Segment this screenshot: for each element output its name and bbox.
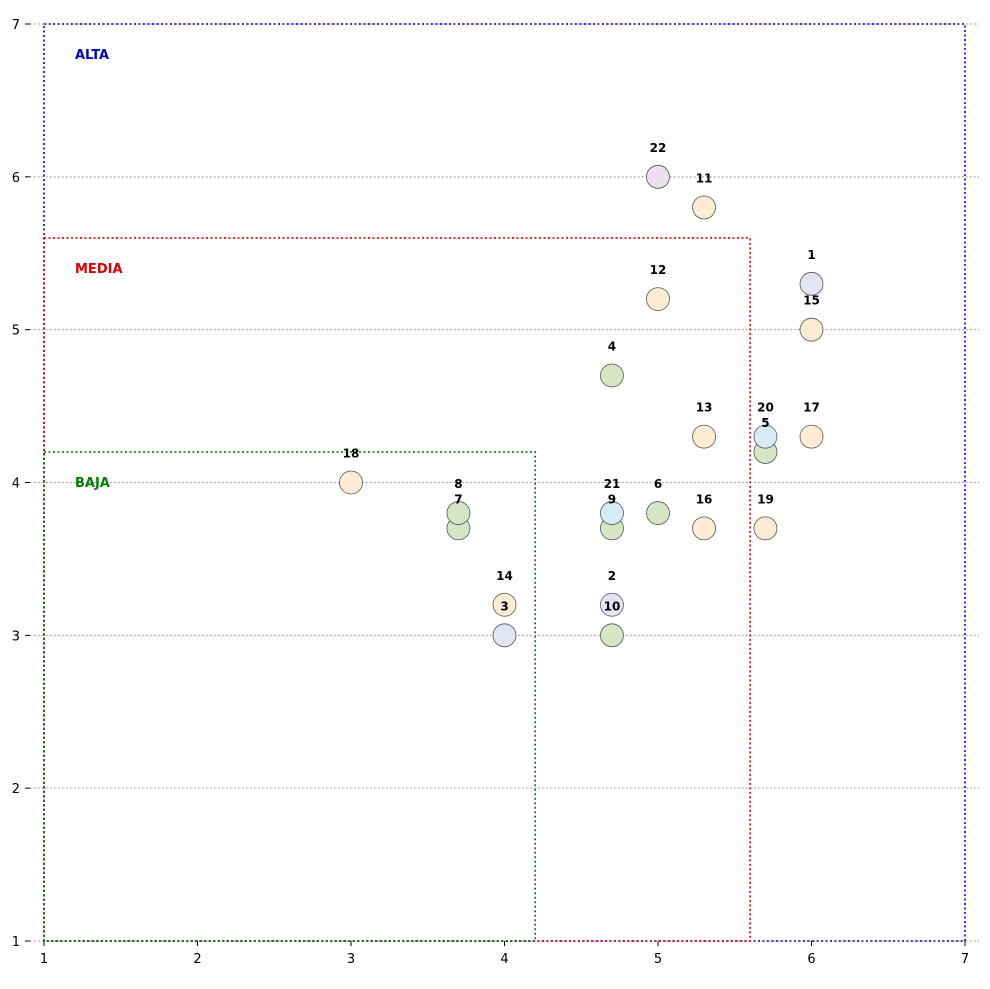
y-tick-label-5: 5 [12,324,20,339]
point-label-5: 5 [761,416,769,430]
grid-layer [30,23,979,942]
zone-layer [43,23,966,942]
point-10 [600,623,624,648]
point-21 [600,501,624,525]
point-label-11: 11 [696,171,713,185]
zone-media-label: MEDIA [75,262,123,277]
point-label-4: 4 [608,340,616,354]
point-label-17: 17 [803,401,820,415]
point-label-8: 8 [454,477,462,491]
point-label-10: 10 [604,599,621,613]
zone-baja-label: BAJA [75,476,110,491]
y-tick-label-3: 3 [12,629,20,644]
point-label-22: 22 [650,141,667,155]
point-label-3: 3 [500,599,508,613]
point-2 [600,592,624,617]
point-label-19: 19 [757,492,774,506]
point-1 [799,271,824,296]
point-label-1: 1 [807,248,815,262]
point-label-6: 6 [654,477,662,491]
point-11 [692,195,716,220]
point-label-20: 20 [757,401,774,415]
point-6 [646,501,670,525]
point-14 [492,592,517,617]
y-tick-label-2: 2 [12,782,20,797]
point-label-2: 2 [608,569,616,583]
point-20 [753,424,778,449]
point-label-14: 14 [496,569,513,583]
x-tick-label-1: 1 [40,952,48,967]
point-4 [600,363,624,388]
point-18 [339,470,363,495]
x-tick-label-5: 5 [654,952,662,967]
point-label-7: 7 [454,492,462,506]
point-label-18: 18 [343,447,360,461]
point-label-9: 9 [608,492,616,506]
x-tick-label-2: 2 [193,952,201,967]
point-label-15: 15 [803,294,820,308]
zone-baja-rect [43,451,537,942]
zone-alta-rect [43,23,966,942]
point-22 [646,164,670,189]
point-12 [646,287,670,312]
point-17 [799,424,824,449]
point-label-13: 13 [696,401,713,415]
point-layer [339,164,824,648]
zone-alta-label: ALTA [75,48,109,63]
point-3 [492,623,517,648]
point-19 [753,516,778,541]
x-tick-label-4: 4 [500,952,508,967]
point-8 [446,501,471,525]
x-tick-label-3: 3 [347,952,355,967]
point-16 [692,516,716,541]
point-13 [692,424,716,449]
point-label-21: 21 [604,477,621,491]
y-tick-label-4: 4 [12,477,20,492]
y-tick-label-1: 1 [12,935,20,950]
point-label-12: 12 [650,263,667,277]
y-tick-label-6: 6 [12,171,20,186]
zone-media-rect [43,237,751,942]
label-layer: ALTAMEDIABAJA123456789101112131415161718… [75,48,820,613]
x-tick-label-7: 7 [961,952,969,967]
point-15 [799,317,824,342]
x-tick-label-6: 6 [807,952,815,967]
y-tick-label-7: 7 [12,18,20,33]
point-label-16: 16 [696,492,713,506]
